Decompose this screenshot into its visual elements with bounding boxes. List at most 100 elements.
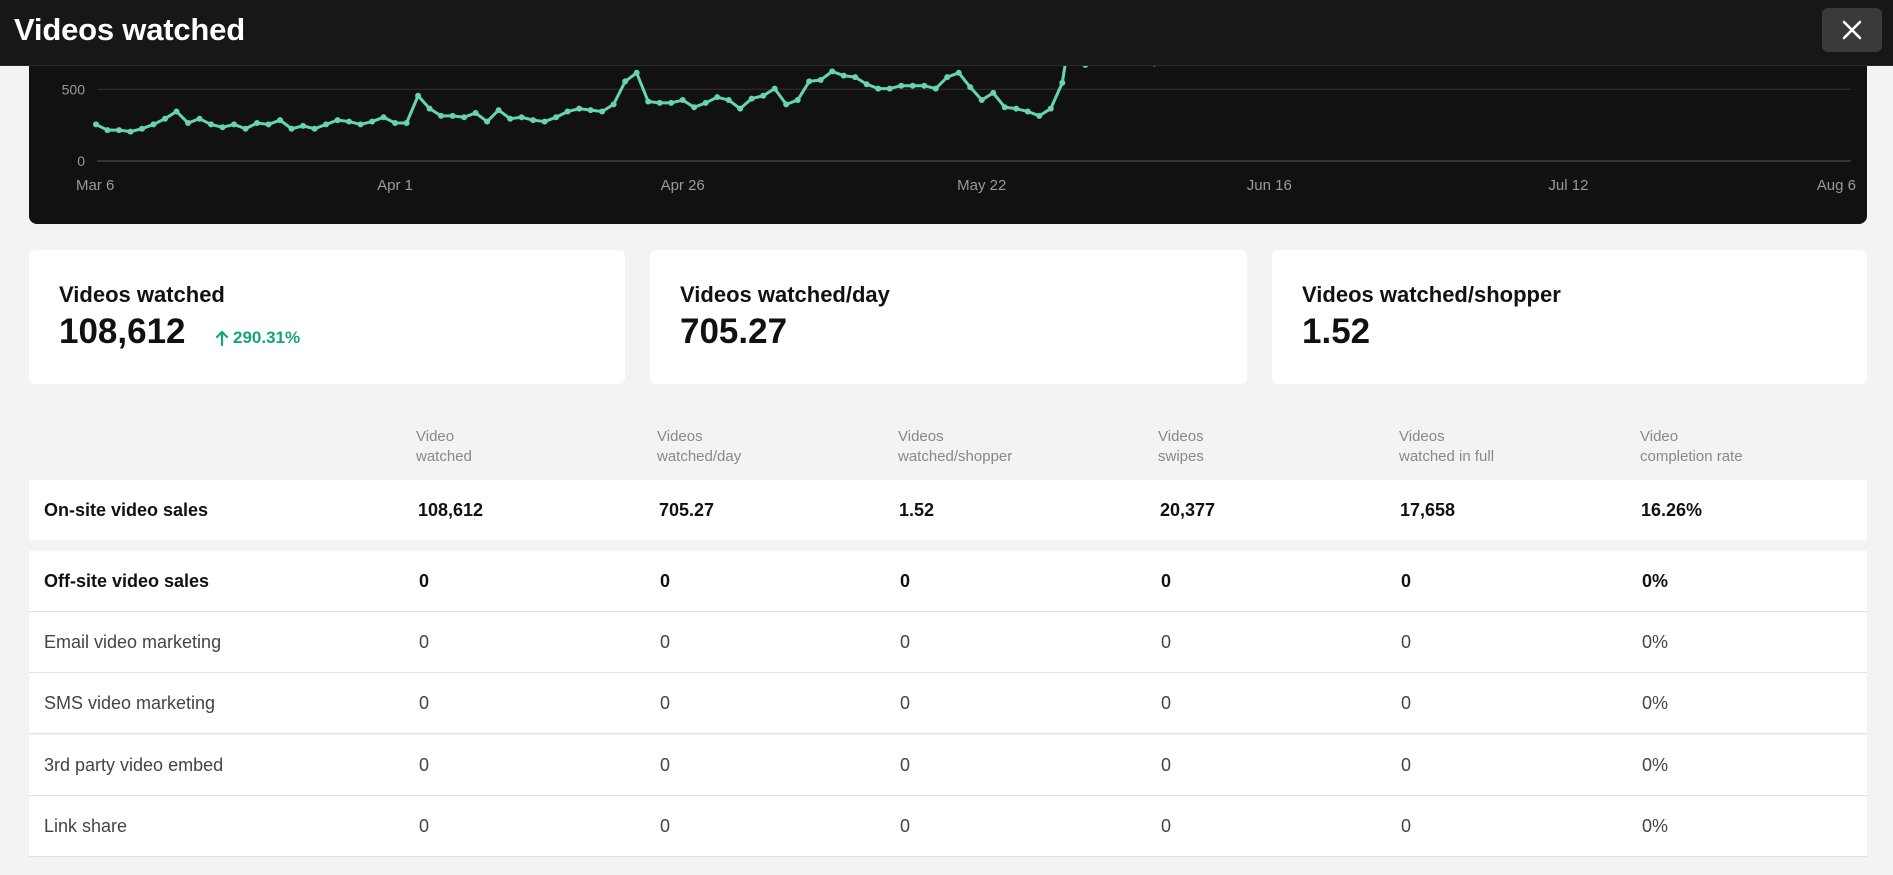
data-point [449, 112, 456, 119]
y-tick-label: 0 [77, 153, 85, 169]
table-row[interactable]: Link share 0 0 0 0 0 0% [29, 796, 1867, 857]
data-point [1013, 105, 1020, 112]
data-point [116, 127, 123, 134]
data-point [104, 127, 111, 134]
data-point [196, 115, 203, 122]
cell: 0% [1642, 571, 1669, 591]
data-point [300, 122, 307, 129]
data-point [426, 105, 433, 112]
cell: 0% [1642, 816, 1669, 836]
cell: 0 [900, 571, 911, 591]
data-point [645, 98, 652, 105]
data-point [564, 108, 571, 115]
data-point [875, 85, 882, 92]
data-point [921, 82, 928, 89]
data-point [1001, 104, 1008, 111]
data-point [599, 108, 606, 115]
cell: 0 [1161, 632, 1172, 652]
data-point [380, 114, 387, 121]
data-point [691, 104, 698, 111]
cell: 0 [419, 632, 430, 652]
data-point [357, 121, 364, 128]
x-tick-label: Apr 1 [377, 177, 413, 194]
data-point [162, 115, 169, 122]
stat-label: Videos watched/day [680, 282, 890, 307]
data-point [714, 94, 721, 101]
x-tick-label: Jul 12 [1548, 177, 1588, 194]
cell: 17,658 [1400, 500, 1456, 520]
cell: 705.27 [659, 500, 715, 520]
data-point [990, 89, 997, 96]
data-point [392, 119, 399, 126]
table-row[interactable]: Email video marketing 0 0 0 0 0 0% [29, 612, 1867, 673]
close-button[interactable] [1822, 8, 1882, 52]
cell: 20,377 [1160, 500, 1216, 520]
data-point [553, 114, 560, 121]
cell: 0 [1401, 816, 1412, 836]
data-point [1047, 105, 1054, 112]
data-point [817, 76, 824, 83]
data-point [288, 125, 295, 132]
data-point [610, 101, 617, 108]
data-point [185, 119, 192, 126]
cell: 0 [900, 693, 911, 713]
arrow-up-icon [215, 330, 229, 346]
row-name: 3rd party video embed [44, 755, 224, 775]
data-point [978, 97, 985, 104]
data-point [806, 78, 813, 85]
data-point [622, 78, 629, 85]
data-point [403, 119, 410, 126]
cell: 0 [900, 632, 911, 652]
y-tick-label: 500 [62, 81, 86, 97]
data-point [541, 118, 548, 125]
data-point [725, 97, 732, 104]
data-point [909, 82, 916, 89]
data-point [369, 118, 376, 125]
data-point [633, 69, 640, 76]
table-row[interactable]: 3rd party video embed 0 0 0 0 0 0% [29, 735, 1867, 796]
cell: 108,612 [418, 500, 484, 520]
data-point [127, 128, 134, 135]
data-point [334, 117, 341, 124]
data-point [656, 99, 663, 106]
data-point [587, 107, 594, 114]
x-tick-label: May 22 [957, 177, 1006, 194]
table-row[interactable]: SMS video marketing 0 0 0 0 0 0% [29, 673, 1867, 734]
data-point [346, 118, 353, 125]
data-point [679, 97, 686, 104]
data-point [852, 74, 859, 81]
row-name: SMS video marketing [44, 693, 216, 713]
cell: 0 [660, 755, 671, 775]
cell: 0 [660, 632, 671, 652]
table-row[interactable]: Off-site video sales 0 0 0 0 0 0% [29, 551, 1867, 612]
data-point [484, 118, 491, 125]
cell: 0 [1401, 571, 1412, 591]
data-point [415, 92, 422, 99]
x-tick-label: Aug 6 [1817, 177, 1856, 194]
data-point [1024, 108, 1031, 115]
row-name: Off-site video sales [44, 571, 210, 591]
data-point [254, 119, 261, 126]
column-header-video-completion-rate: Video completion rate [1640, 428, 1743, 465]
table-row[interactable]: On-site video sales 108,612 705.27 1.52 … [29, 480, 1867, 540]
data-point [886, 85, 893, 92]
cell: 0 [1161, 693, 1172, 713]
data-point [1059, 79, 1066, 86]
stat-delta: 290.31% [215, 328, 300, 348]
data-point [150, 121, 157, 128]
data-point [208, 121, 215, 128]
cell: 0 [1401, 693, 1412, 713]
cell: 0 [660, 571, 671, 591]
column-header-video-watched: Video watched [416, 428, 472, 465]
data-point [967, 84, 974, 91]
row-name: Email video marketing [44, 632, 222, 652]
x-tick-label: Mar 6 [76, 177, 114, 194]
data-point [93, 121, 99, 128]
stat-card-videos-per-shopper: Videos watched/shopper 1.52 [1272, 250, 1867, 384]
cell: 0% [1642, 755, 1669, 775]
data-point [748, 95, 755, 102]
cell: 0 [419, 571, 430, 591]
cell: 0 [660, 816, 671, 836]
cell: 0 [1161, 571, 1172, 591]
stat-label: Videos watched [59, 282, 225, 307]
